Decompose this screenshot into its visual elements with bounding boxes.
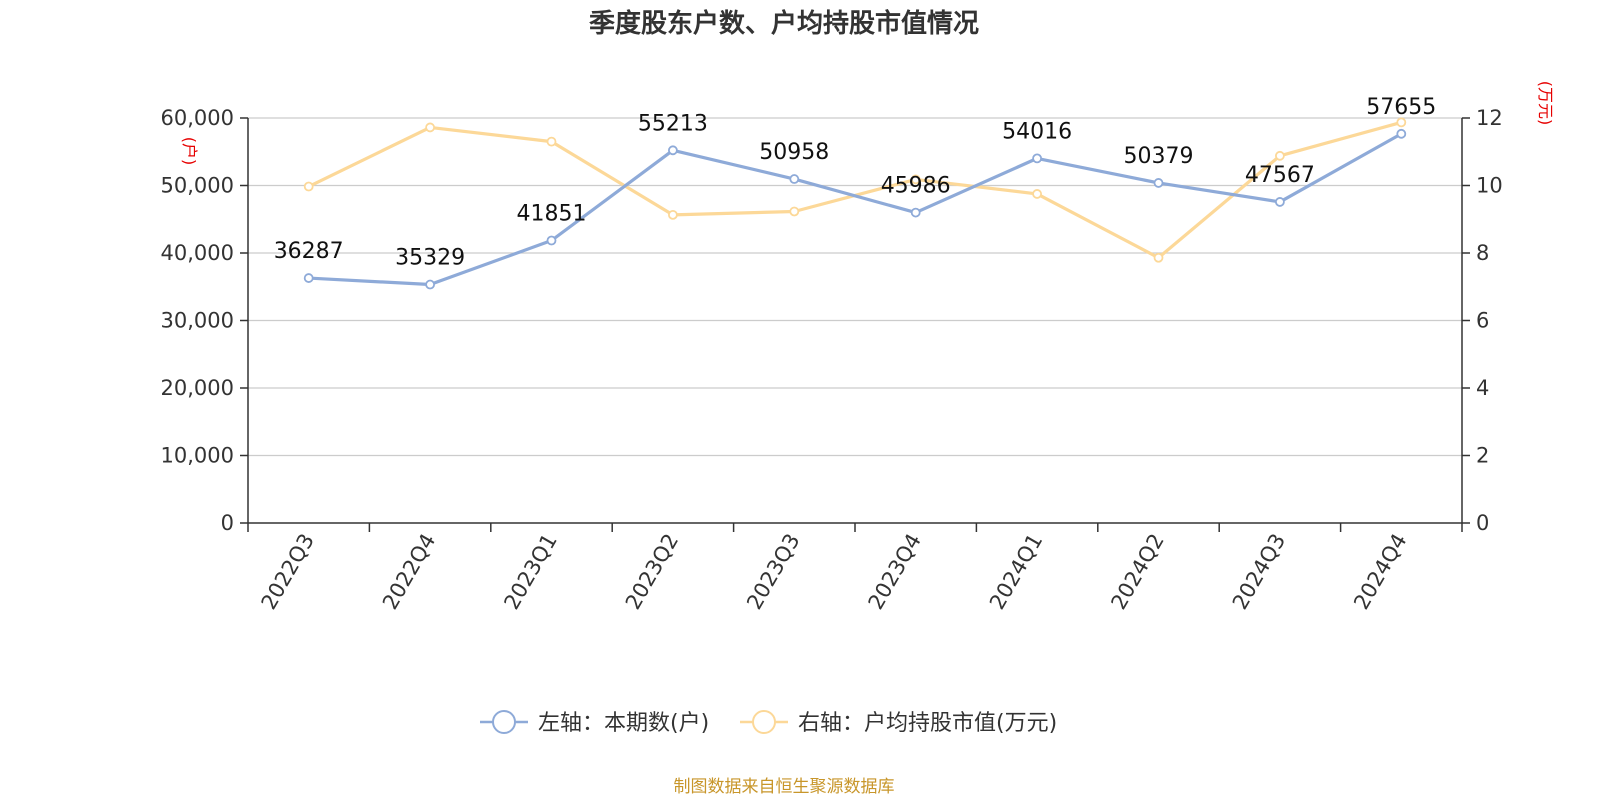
chart-title: 季度股东户数、户均持股市值情况 bbox=[589, 8, 979, 39]
data-point-holders bbox=[1396, 128, 1407, 139]
data-label: 57655 bbox=[1366, 95, 1436, 120]
x-tick-label: 2024Q2 bbox=[1106, 530, 1168, 614]
series-line-avg-value bbox=[308, 120, 1402, 260]
data-point-avg-value bbox=[1032, 189, 1042, 199]
data-point-holders bbox=[789, 174, 800, 184]
y-right-unit: (万元) bbox=[1536, 81, 1555, 126]
data-label: 45986 bbox=[881, 174, 951, 199]
x-tick-label: 2024Q3 bbox=[1228, 530, 1290, 614]
x-tick-label: 2022Q4 bbox=[378, 530, 440, 614]
y-left-unit: (户) bbox=[180, 137, 199, 166]
x-tick-label: 2022Q3 bbox=[257, 530, 319, 614]
data-label: 54016 bbox=[1002, 119, 1072, 144]
legend-marker bbox=[752, 710, 776, 734]
y-left-tick-label: 0 bbox=[221, 511, 234, 535]
y-right-tick-label: 12 bbox=[1476, 106, 1503, 130]
data-point-avg-value bbox=[910, 174, 921, 185]
y-axis-right: 0 2 4 6 8 10 12 (万元) bbox=[1462, 81, 1555, 535]
gridlines bbox=[248, 117, 1462, 457]
source-note: 制图数据来自恒生聚源数据库 bbox=[674, 777, 895, 797]
y-right-tick-label: 6 bbox=[1476, 309, 1489, 333]
y-right-tick-label: 4 bbox=[1476, 376, 1489, 400]
data-point-avg-value bbox=[1153, 252, 1164, 263]
series-line-holders bbox=[308, 132, 1403, 287]
y-left-tick-label: 60,000 bbox=[161, 106, 234, 130]
x-tick-label: 2023Q2 bbox=[621, 530, 683, 614]
data-point-holders bbox=[910, 207, 921, 218]
y-left-tick-label: 50,000 bbox=[161, 174, 234, 198]
data-label: 36287 bbox=[274, 239, 344, 264]
x-tick-label: 2024Q1 bbox=[985, 530, 1047, 614]
y-left-tick-label: 10,000 bbox=[161, 444, 234, 468]
x-tick-label: 2023Q3 bbox=[742, 530, 804, 614]
data-label: 55213 bbox=[638, 111, 708, 136]
data-point-avg-value bbox=[1275, 150, 1285, 161]
x-axis: 2022Q3 2022Q4 2023Q1 2023Q2 2023Q3 2023Q4 2024… bbox=[247, 523, 1463, 614]
y-right-tick-label: 10 bbox=[1476, 174, 1503, 198]
legend-label: 左轴：本期数(户) bbox=[538, 711, 709, 736]
y-left-tick-label: 20,000 bbox=[161, 376, 234, 400]
data-point-holders bbox=[425, 279, 436, 290]
legend[interactable]: 左轴：本期数(户) 右轴：户均持股市值(万元) bbox=[480, 710, 1057, 736]
y-right-tick-label: 0 bbox=[1476, 511, 1489, 535]
data-label: 50958 bbox=[759, 140, 829, 165]
data-point-avg-value bbox=[303, 181, 314, 192]
data-point-holders bbox=[1275, 197, 1285, 207]
y-left-tick-label: 30,000 bbox=[161, 309, 234, 333]
data-point-avg-value bbox=[425, 122, 436, 133]
data-point-holders bbox=[1032, 153, 1042, 164]
series bbox=[303, 117, 1407, 290]
data-label: 47567 bbox=[1245, 163, 1315, 188]
data-point-avg-value bbox=[789, 206, 800, 217]
data-label: 41851 bbox=[517, 202, 587, 227]
legend-marker bbox=[492, 710, 516, 734]
data-point-holders bbox=[668, 145, 678, 156]
y-right-tick-label: 8 bbox=[1476, 241, 1489, 265]
x-tick-label: 2023Q4 bbox=[864, 530, 926, 614]
y-left-tick-label: 40,000 bbox=[161, 241, 234, 265]
data-label: 50379 bbox=[1124, 144, 1194, 169]
data-point-avg-value bbox=[546, 136, 557, 147]
legend-label: 右轴：户均持股市值(万元) bbox=[798, 711, 1057, 736]
x-tick-label: 2023Q1 bbox=[499, 530, 561, 614]
y-right-tick-label: 2 bbox=[1476, 444, 1489, 468]
data-point-holders bbox=[1153, 178, 1164, 188]
data-point-holders bbox=[546, 235, 557, 246]
data-point-avg-value bbox=[1396, 117, 1407, 128]
y-axis-left: 0 10,000 20,000 30,000 40,000 50,000 60,000 (户) bbox=[161, 106, 248, 535]
data-labels: 36287 35329 41851 55213 50958 45986 54016 50379… bbox=[274, 95, 1437, 271]
data-point-avg-value bbox=[668, 209, 678, 220]
data-point-holders bbox=[303, 273, 314, 283]
data-label: 35329 bbox=[395, 246, 465, 271]
x-tick-label: 2024Q4 bbox=[1349, 530, 1411, 614]
